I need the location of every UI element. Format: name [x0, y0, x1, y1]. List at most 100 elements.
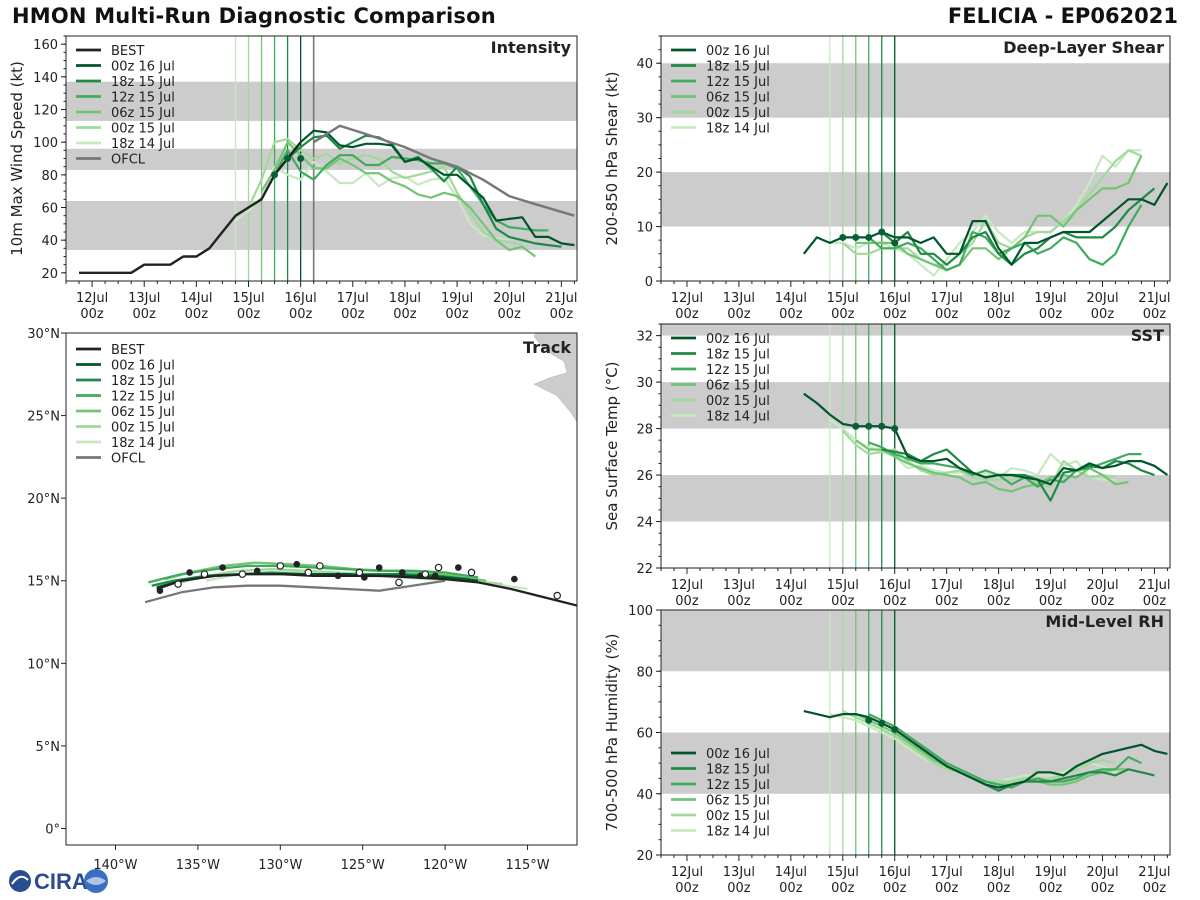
y-tick-label: 30: [636, 376, 653, 391]
legend-label: 18z 15 Jul: [111, 75, 175, 90]
lat-tick-label: 5°N: [36, 740, 61, 755]
x-tick-label: 20Jul: [1086, 865, 1118, 880]
x-tick-sublabel: 00z: [935, 307, 959, 322]
x-tick-label: 13Jul: [128, 291, 160, 306]
legend-label: OFCL: [111, 452, 146, 467]
x-tick-label: 15Jul: [827, 865, 859, 880]
lat-tick-label: 0°: [45, 822, 60, 837]
legend-label: 00z 15 Jul: [706, 394, 770, 409]
y-tick-label: 22: [636, 562, 653, 577]
legend-label: 12z 15 Jul: [706, 778, 770, 793]
x-tick-sublabel: 00z: [185, 307, 209, 322]
panel-title: Track: [523, 338, 571, 357]
x-tick-sublabel: 00z: [1039, 307, 1063, 322]
track-point-filled: [431, 572, 439, 580]
y-tick-label: 40: [41, 234, 58, 249]
series-line-00z-16-jul: [802, 182, 1169, 266]
track-point-open: [316, 562, 324, 570]
y-tick-label: 20: [636, 849, 653, 864]
shaded-band: [661, 382, 1170, 429]
x-tick-label: 17Jul: [931, 291, 963, 306]
legend-label: OFCL: [111, 153, 146, 168]
legend-label: 18z 15 Jul: [706, 60, 770, 75]
panel-title: Intensity: [491, 38, 572, 57]
series-line-06z-15-jul: [855, 439, 1129, 493]
panel-title: Mid-Level RH: [1045, 612, 1164, 631]
legend-label: BEST: [111, 343, 144, 358]
panel-track: 0° 5°N 10°N 15°N 20°N 25°N 30°N 140°W 135°W 130°W…: [27, 327, 578, 873]
shaded-band: [661, 475, 1170, 522]
legend-label: 06z 15 Jul: [706, 91, 770, 106]
x-tick-label: 18Jul: [389, 291, 421, 306]
legend-label: 18z 14 Jul: [706, 825, 770, 840]
legend-label: 12z 15 Jul: [706, 75, 770, 90]
best-point: [878, 228, 886, 236]
x-tick-label: 12Jul: [671, 291, 703, 306]
legend-label: 00z 16 Jul: [706, 44, 770, 59]
track-point-filled: [361, 574, 368, 581]
land-mass: [567, 356, 577, 380]
x-tick-label: 18Jul: [982, 578, 1014, 593]
x-tick-sublabel: 00z: [883, 307, 907, 322]
legend-label: 06z 15 Jul: [111, 106, 175, 121]
lat-tick-label: 15°N: [27, 575, 60, 590]
best-point: [865, 716, 873, 724]
x-tick-sublabel: 00z: [987, 881, 1011, 896]
x-tick-label: 15Jul: [827, 578, 859, 593]
legend-label: 00z 16 Jul: [706, 332, 770, 347]
y-tick-label: 28: [636, 423, 653, 438]
lon-tick-label: 115°W: [505, 858, 549, 873]
track-point-open: [467, 568, 476, 577]
x-tick-sublabel: 00z: [1091, 881, 1115, 896]
x-tick-label: 16Jul: [879, 578, 911, 593]
series-line-00z-16-jul: [803, 392, 1169, 486]
y-tick-label: 24: [636, 516, 653, 531]
x-tick-sublabel: 00z: [831, 307, 855, 322]
x-tick-sublabel: 00z: [550, 307, 574, 322]
axes-frame: [660, 323, 1171, 569]
x-tick-sublabel: 00z: [727, 881, 751, 896]
y-tick-label: 100: [33, 136, 58, 151]
track-point-open: [304, 568, 313, 577]
lat-tick-label: 25°N: [27, 410, 60, 425]
x-tick-label: 15Jul: [827, 291, 859, 306]
lon-tick-label: 135°W: [176, 858, 220, 873]
x-tick-label: 16Jul: [285, 291, 317, 306]
x-tick-sublabel: 00z: [1143, 594, 1167, 609]
plot-area: [661, 610, 1170, 855]
track-point-filled: [293, 560, 301, 568]
x-tick-sublabel: 00z: [727, 307, 751, 322]
legend-label: 06z 15 Jul: [706, 794, 770, 809]
y-tick-label: 20: [41, 267, 58, 282]
x-tick-label: 19Jul: [1034, 578, 1066, 593]
x-tick-label: 17Jul: [337, 291, 369, 306]
land-mass: [533, 333, 577, 423]
series-line-18z-14-jul: [234, 160, 510, 242]
x-tick-label: 21Jul: [1138, 291, 1170, 306]
y-tick-label: 40: [636, 788, 653, 803]
shaded-band: [66, 81, 577, 121]
best-point: [865, 233, 873, 241]
x-tick-sublabel: 00z: [498, 307, 522, 322]
x-tick-label: 15Jul: [232, 291, 264, 306]
x-tick-label: 13Jul: [723, 578, 755, 593]
page-title: HMON Multi-Run Diagnostic Comparison: [12, 4, 496, 28]
x-tick-label: 20Jul: [493, 291, 525, 306]
x-tick-label: 12Jul: [671, 578, 703, 593]
best-point: [839, 233, 847, 241]
track-point-filled: [511, 575, 518, 583]
panel-shear: 01020304012Jul00z13Jul00z14Jul00z15Jul00…: [603, 35, 1171, 322]
lon-tick-label: 130°W: [258, 858, 302, 873]
x-tick-sublabel: 00z: [831, 881, 855, 896]
legend-label: 00z 15 Jul: [706, 106, 770, 121]
x-tick-sublabel: 00z: [779, 594, 803, 609]
track-point-filled: [455, 564, 462, 571]
shaded-band: [66, 200, 577, 250]
best-point: [891, 239, 899, 247]
x-tick-sublabel: 00z: [987, 307, 1011, 322]
y-tick-label: 20: [636, 166, 653, 181]
lon-tick-label: 120°W: [423, 858, 467, 873]
